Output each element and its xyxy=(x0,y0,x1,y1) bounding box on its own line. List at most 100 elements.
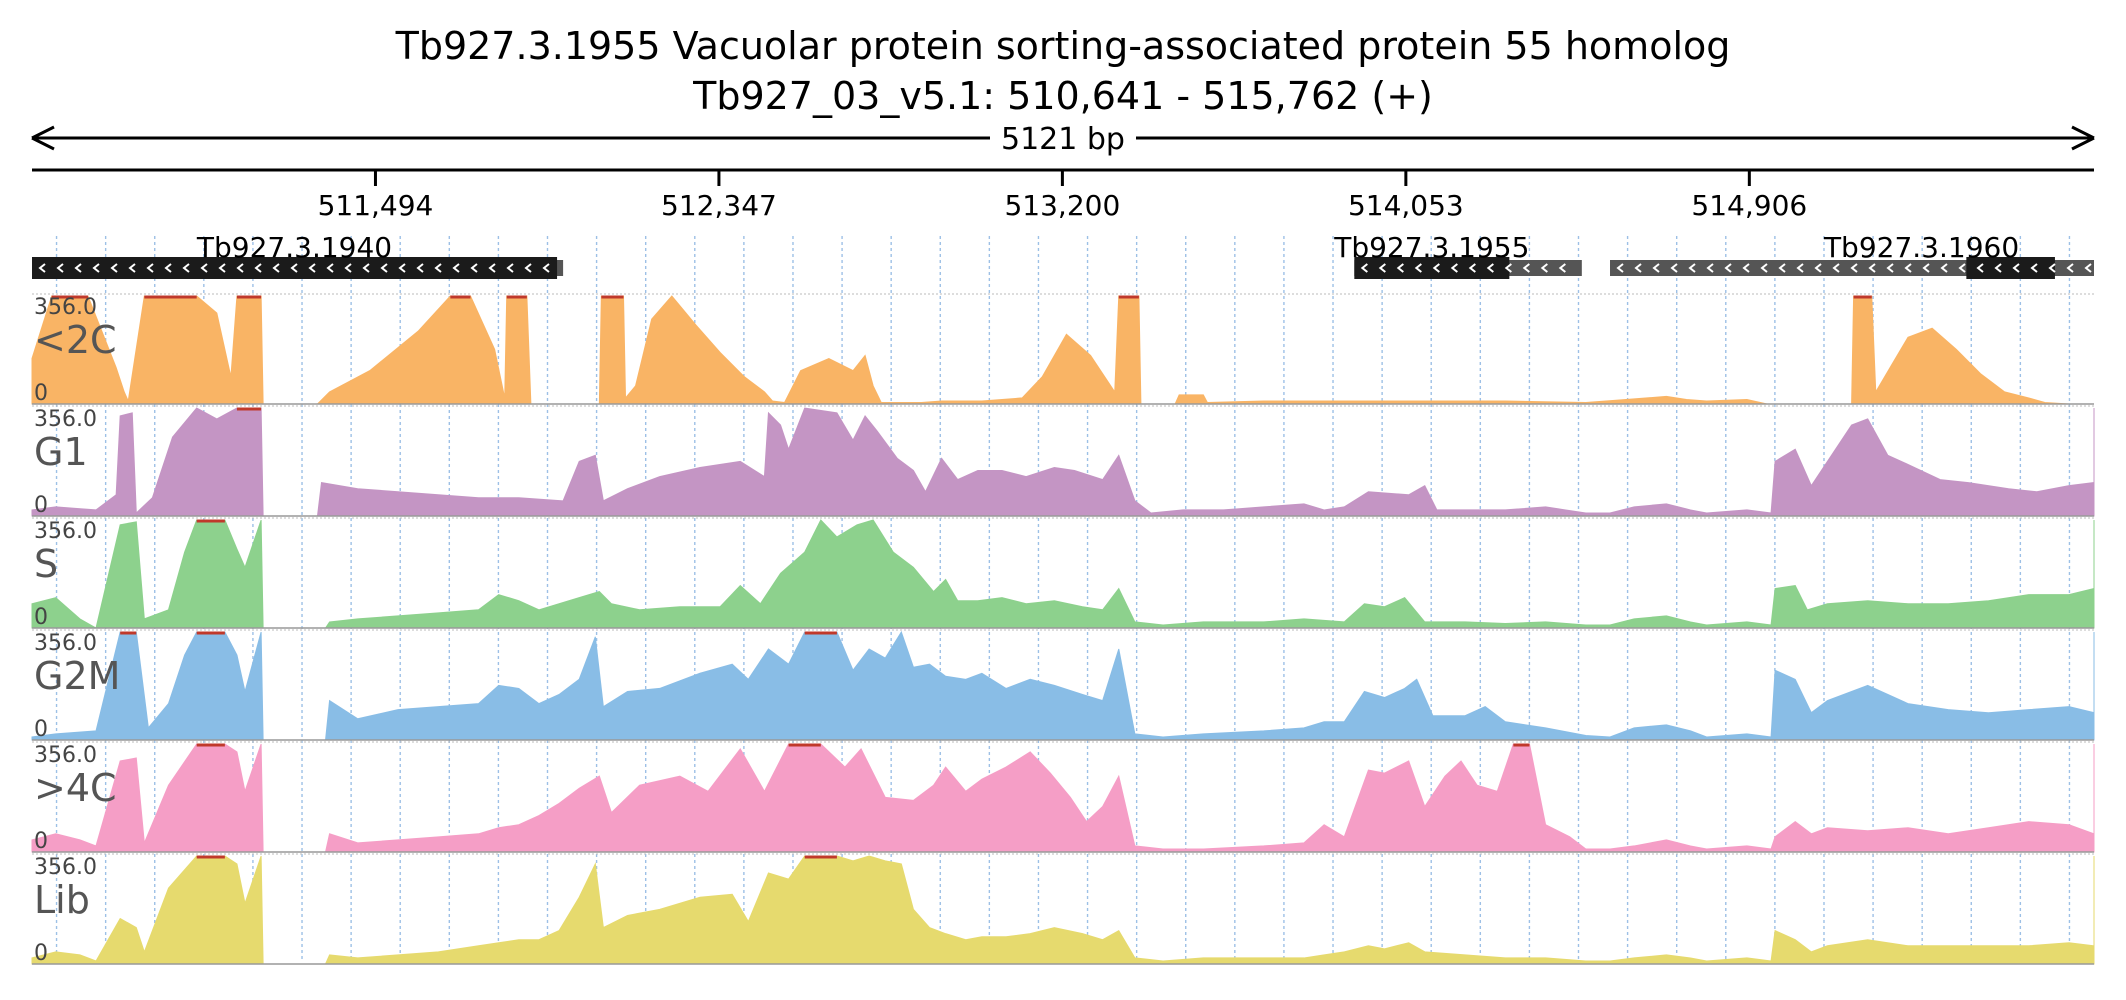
coverage-area xyxy=(31,407,2095,517)
axis-tick-label: 511,494 xyxy=(318,189,434,222)
track-name-label: S xyxy=(34,542,58,586)
strand-arrow-icon xyxy=(1652,263,1660,273)
strand-arrow-icon xyxy=(2030,263,2038,273)
track-ymin-label: 0 xyxy=(34,941,48,966)
strand-arrow-icon xyxy=(182,263,190,273)
gene-cds-bar xyxy=(32,257,558,279)
coverage-track: 356.0 0 <2C xyxy=(31,293,2094,406)
strand-arrow-icon xyxy=(1450,263,1458,273)
strand-arrow-icon xyxy=(1922,263,1930,273)
strand-arrow-icon xyxy=(1688,263,1696,273)
strand-arrow-icon xyxy=(1706,263,1714,273)
strand-arrow-icon xyxy=(200,263,208,273)
strand-arrow-icon xyxy=(416,263,424,273)
track-ymin-label: 0 xyxy=(34,605,48,630)
strand-arrow-icon xyxy=(1468,263,1476,273)
strand-arrow-icon xyxy=(1868,263,1876,273)
track-ymax-label: 356.0 xyxy=(34,407,97,432)
strand-arrow-icon xyxy=(164,263,172,273)
axis-tick-label: 513,200 xyxy=(1004,189,1120,222)
axis-tick-label: 514,906 xyxy=(1691,189,1807,222)
strand-arrow-icon xyxy=(452,263,460,273)
strand-arrow-icon xyxy=(344,263,352,273)
strand-arrow-icon xyxy=(1742,263,1750,273)
strand-arrow-icon xyxy=(1814,263,1822,273)
strand-arrow-icon xyxy=(542,263,550,273)
strand-arrow-icon xyxy=(56,263,64,273)
strand-arrow-icon xyxy=(2048,263,2056,273)
coverage-area xyxy=(31,519,2095,629)
track-ymin-label: 0 xyxy=(34,493,48,518)
track-ymin-label: 0 xyxy=(34,829,48,854)
coordinate-axis: 511,494 512,347 513,200 514,053 514,906 xyxy=(32,168,2094,222)
axis-tick-label: 512,347 xyxy=(661,189,777,222)
coverage-track: 356.0 0 G1 xyxy=(31,405,2095,518)
span-length-label: 5121 bp xyxy=(1001,122,1125,157)
strand-arrow-icon xyxy=(1414,263,1422,273)
track-ymax-label: 356.0 xyxy=(34,519,97,544)
track-name-label: Lib xyxy=(34,878,90,922)
strand-arrow-icon xyxy=(1486,263,1494,273)
strand-arrow-icon xyxy=(1778,263,1786,273)
strand-arrow-icon xyxy=(1616,263,1624,273)
strand-arrow-icon xyxy=(146,263,154,273)
coverage-tracks: 356.00<2C356.00G1356.00S356.00G2M356.00>… xyxy=(31,293,2095,966)
strand-arrow-icon xyxy=(1850,263,1858,273)
strand-arrow-icon xyxy=(2066,263,2074,273)
strand-arrow-icon xyxy=(1504,263,1512,273)
strand-arrow-icon xyxy=(470,263,478,273)
strand-arrow-icon xyxy=(290,263,298,273)
gene-cds-bar xyxy=(1966,257,2055,279)
coverage-area xyxy=(31,855,2095,965)
axis-tick-label: 514,053 xyxy=(1348,189,1464,222)
strand-arrow-icon xyxy=(272,263,280,273)
track-ymin-label: 0 xyxy=(34,381,48,406)
strand-arrow-icon xyxy=(1958,263,1966,273)
track-ymin-label: 0 xyxy=(34,717,48,742)
coverage-track: 356.0 0 >4C xyxy=(31,741,2095,854)
span-indicator: 5121 bp xyxy=(31,120,2095,157)
coverage-track: 356.0 0 Lib xyxy=(31,853,2095,966)
coverage-track: 356.0 0 S xyxy=(31,517,2095,630)
track-ymax-label: 356.0 xyxy=(34,631,97,656)
span-label-background xyxy=(990,120,1136,156)
strand-arrow-icon xyxy=(524,263,532,273)
strand-arrow-icon xyxy=(1940,263,1948,273)
strand-arrow-icon xyxy=(92,263,100,273)
strand-arrow-icon xyxy=(1360,263,1368,273)
strand-arrow-icon xyxy=(1832,263,1840,273)
strand-arrow-icon xyxy=(1886,263,1894,273)
coverage-area xyxy=(31,295,2094,405)
strand-arrow-icon xyxy=(218,263,226,273)
strand-arrow-icon xyxy=(1724,263,1732,273)
strand-arrow-icon xyxy=(2084,263,2092,273)
figure-header: Tb927.3.1955 Vacuolar protein sorting-as… xyxy=(395,24,1731,118)
gene-annotation-track: Tb927.3.1940 Tb927.3.1955 Tb927.3.1960 xyxy=(32,231,2094,279)
coverage-track: 356.0 0 G2M xyxy=(31,629,2095,742)
track-name-label: G1 xyxy=(34,430,88,474)
strand-arrow-icon xyxy=(398,263,406,273)
strand-arrow-icon xyxy=(326,263,334,273)
gene-title: Tb927.3.1955 Vacuolar protein sorting-as… xyxy=(395,24,1731,68)
span-arrow-left-icon xyxy=(31,125,55,151)
strand-arrow-icon xyxy=(236,263,244,273)
strand-arrow-icon xyxy=(1634,263,1642,273)
strand-arrow-icon xyxy=(1378,263,1386,273)
strand-arrow-icon xyxy=(1558,263,1566,273)
track-name-label: G2M xyxy=(34,654,120,698)
track-name-label: <2C xyxy=(34,318,117,362)
span-arrow-right-icon xyxy=(2071,125,2095,151)
gene-label: Tb927.3.1955 xyxy=(1333,231,1529,264)
region-title: Tb927_03_v5.1: 510,641 - 515,762 (+) xyxy=(692,74,1433,118)
gene-label: Tb927.3.1960 xyxy=(1823,231,2019,264)
strand-arrow-icon xyxy=(1540,263,1548,273)
strand-arrow-icon xyxy=(2012,263,2020,273)
strand-arrow-icon xyxy=(380,263,388,273)
strand-arrow-icon xyxy=(434,263,442,273)
strand-arrow-icon xyxy=(1976,263,1984,273)
strand-arrow-icon xyxy=(1670,263,1678,273)
strand-arrow-icon xyxy=(38,263,46,273)
strand-arrow-icon xyxy=(362,263,370,273)
track-name-label: >4C xyxy=(34,766,117,810)
strand-arrow-icon xyxy=(254,263,262,273)
